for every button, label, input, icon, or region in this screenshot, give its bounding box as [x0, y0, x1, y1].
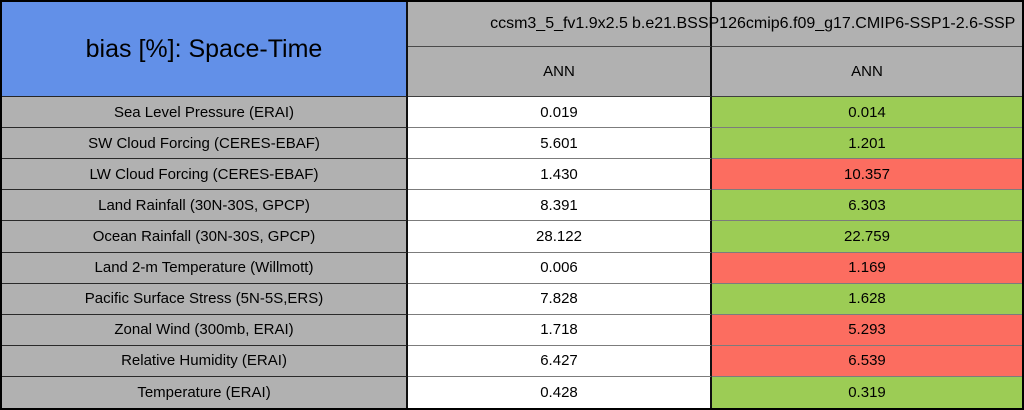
comparison-value-cell: 1.169 — [712, 252, 1022, 284]
comparison-value-cell: 6.303 — [712, 190, 1022, 222]
metric-label: LW Cloud Forcing (CERES-EBAF) — [2, 159, 408, 191]
table-title-cell: bias [%]: Space-Time — [2, 2, 408, 97]
comparison-value-cell: 5.293 — [712, 314, 1022, 346]
metric-label: Sea Level Pressure (ERAI) — [2, 97, 408, 129]
comparison-value-cell: 1.201 — [712, 128, 1022, 160]
comparison-value-cell: 22.759 — [712, 221, 1022, 253]
metric-label: Relative Humidity (ERAI) — [2, 345, 408, 377]
baseline-value-cell: 0.006 — [408, 252, 712, 284]
comparison-value-cell: 1.628 — [712, 283, 1022, 315]
comparison-value-cell: 0.014 — [712, 97, 1022, 129]
baseline-value-cell: 1.718 — [408, 314, 712, 346]
baseline-value-cell: 0.019 — [408, 97, 712, 129]
metric-label: Land Rainfall (30N-30S, GPCP) — [2, 190, 408, 222]
model-header-baseline: ccsm3_5_fv1.9x2.5 — [408, 2, 712, 47]
baseline-value-cell: 1.430 — [408, 159, 712, 191]
metric-label: SW Cloud Forcing (CERES-EBAF) — [2, 128, 408, 160]
baseline-value-cell: 0.428 — [408, 376, 712, 408]
comparison-value-cell: 10.357 — [712, 159, 1022, 191]
model-header-comparison-cell — [712, 2, 1022, 47]
baseline-value-cell: 8.391 — [408, 190, 712, 222]
baseline-value-cell: 6.427 — [408, 345, 712, 377]
comparison-value-cell: 6.539 — [712, 345, 1022, 377]
comparison-value-cell: 0.319 — [712, 376, 1022, 408]
season-header-comparison: ANN — [712, 47, 1022, 97]
metric-label: Temperature (ERAI) — [2, 376, 408, 408]
season-header-baseline: ANN — [408, 47, 712, 97]
baseline-value-cell: 5.601 — [408, 128, 712, 160]
metric-label: Ocean Rainfall (30N-30S, GPCP) — [2, 221, 408, 253]
baseline-value-cell: 28.122 — [408, 221, 712, 253]
metric-label: Zonal Wind (300mb, ERAI) — [2, 314, 408, 346]
metric-label: Pacific Surface Stress (5N-5S,ERS) — [2, 283, 408, 315]
metric-label: Land 2-m Temperature (Willmott) — [2, 252, 408, 284]
baseline-value-cell: 7.828 — [408, 283, 712, 315]
